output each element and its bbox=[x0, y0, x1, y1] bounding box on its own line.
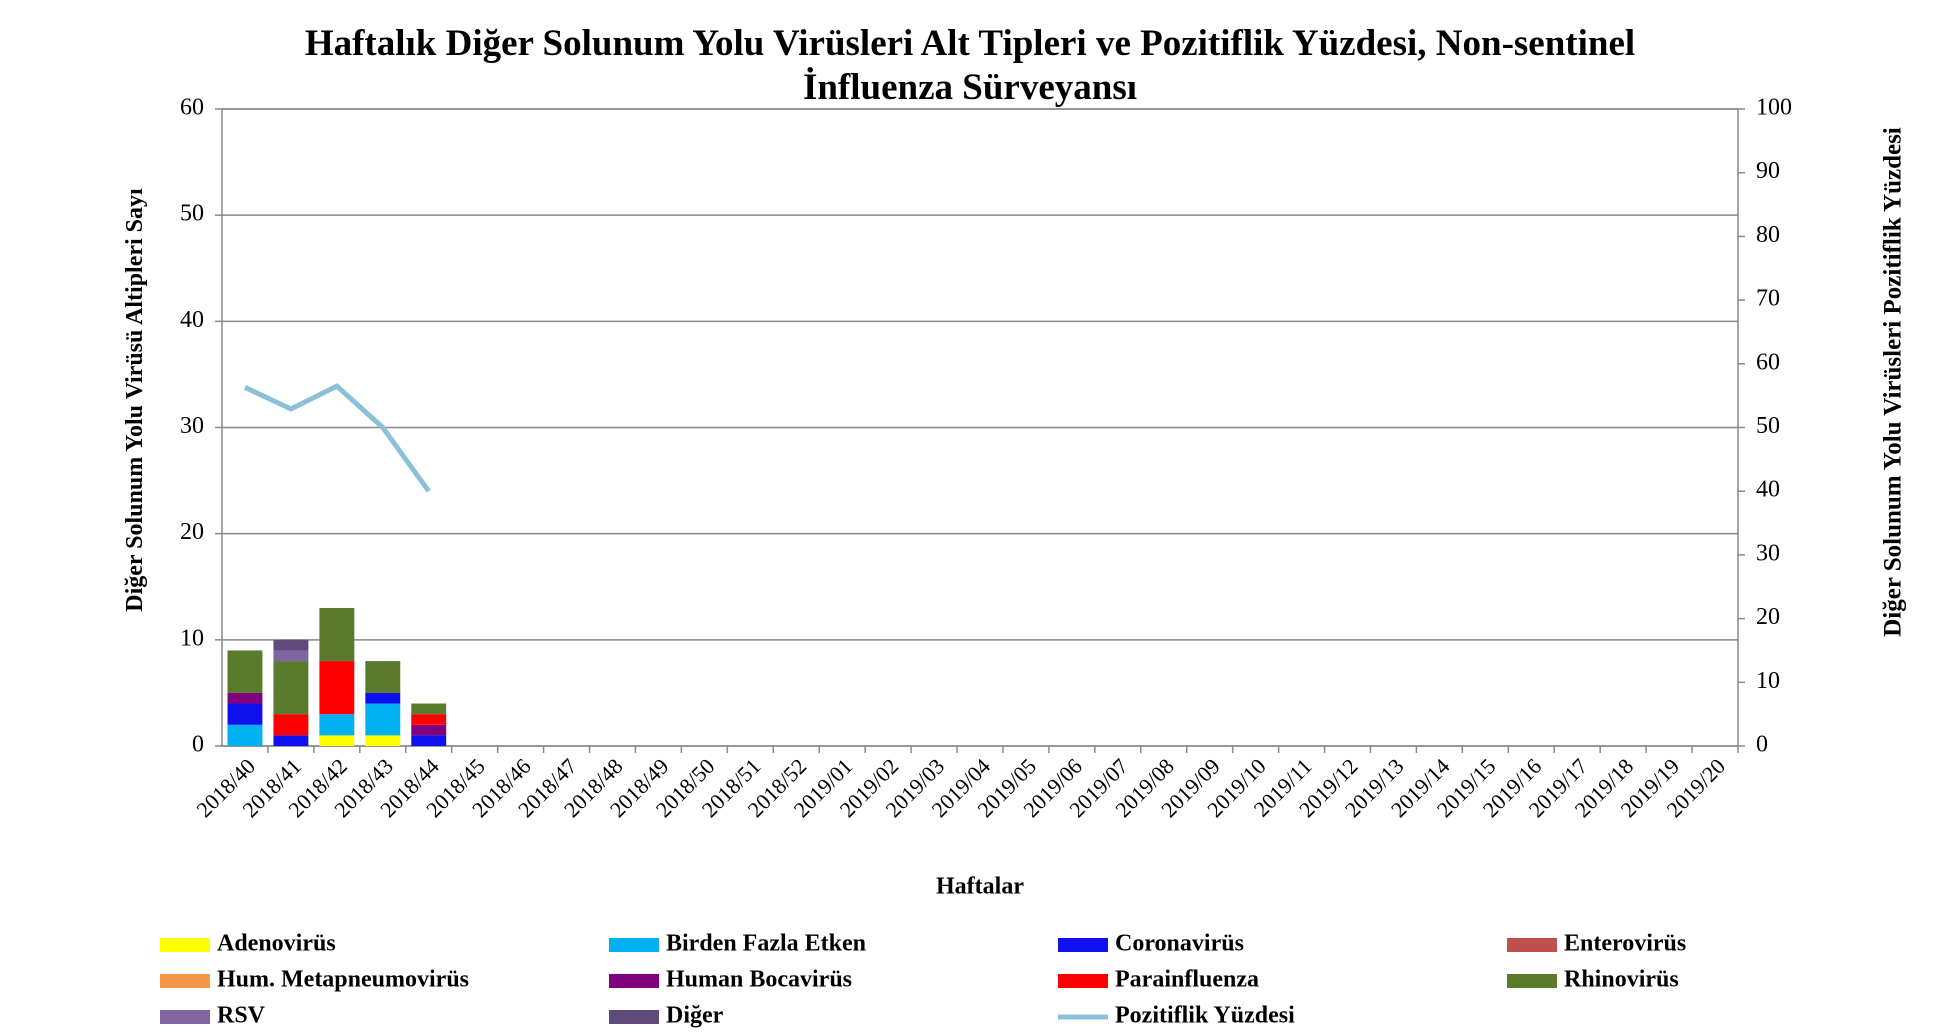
bar bbox=[365, 692, 401, 704]
chart-title: Haftalık Diğer Solunum Yolu Virüsleri Al… bbox=[304, 23, 1636, 108]
line bbox=[243, 383, 431, 493]
legend-label: Hum. Metapneumovirüs bbox=[217, 967, 469, 993]
y2-tick-label: 70 bbox=[1756, 286, 1780, 312]
legend-swatch bbox=[1507, 974, 1557, 988]
bar bbox=[227, 692, 263, 704]
bar bbox=[319, 735, 355, 746]
legend-swatch bbox=[1058, 938, 1108, 952]
legend-swatch bbox=[609, 1010, 659, 1024]
legend-swatch bbox=[160, 938, 210, 952]
y-tick-label: 10 bbox=[180, 625, 204, 651]
legend-swatch bbox=[609, 974, 659, 988]
bar bbox=[411, 703, 447, 715]
y2-axis-label: Diğer Solunum Yolu Virüsleri Pozitiflik … bbox=[1880, 127, 1907, 637]
legend-label: Parainfluenza bbox=[1115, 967, 1259, 993]
y-tick-label: 50 bbox=[180, 201, 204, 227]
y-tick-label: 60 bbox=[180, 95, 204, 121]
bar bbox=[319, 661, 355, 715]
legend-label: Birden Fazla Etken bbox=[666, 931, 866, 957]
bar bbox=[365, 703, 401, 736]
bar bbox=[319, 607, 355, 662]
bar bbox=[227, 703, 263, 725]
y-tick-label: 40 bbox=[180, 307, 204, 333]
bar bbox=[365, 735, 401, 746]
bar bbox=[273, 661, 309, 715]
bar bbox=[227, 724, 263, 746]
y-axis-label: Diğer Solunum Yolu Virüsü Altipleri Sayı bbox=[122, 188, 148, 612]
bar bbox=[273, 735, 309, 746]
y2-tick-label: 50 bbox=[1756, 413, 1780, 439]
bar bbox=[227, 650, 263, 693]
bar bbox=[273, 639, 309, 651]
y-tick-label: 0 bbox=[192, 732, 204, 758]
y2-tick-label: 0 bbox=[1756, 732, 1768, 758]
legend-swatch bbox=[160, 1010, 210, 1024]
y2-tick-label: 10 bbox=[1756, 668, 1780, 694]
legend-label: Pozitiflik Yüzdesi bbox=[1115, 1003, 1295, 1029]
legend-swatch bbox=[609, 938, 659, 952]
legend-swatch bbox=[160, 974, 210, 988]
legend-label: RSV bbox=[217, 1003, 266, 1029]
legend-label: Adenovirüs bbox=[217, 931, 336, 957]
y2-tick-label: 100 bbox=[1756, 95, 1792, 121]
y2-tick-label: 40 bbox=[1756, 477, 1780, 503]
legend-label: Human Bocavirüs bbox=[666, 967, 852, 993]
bar bbox=[411, 714, 447, 725]
legend-label: Enterovirüs bbox=[1564, 931, 1686, 957]
legend-label: Diğer bbox=[666, 1003, 724, 1029]
bar bbox=[411, 724, 447, 736]
y2-tick-label: 60 bbox=[1756, 349, 1780, 375]
bar bbox=[273, 714, 309, 736]
y2-tick-label: 30 bbox=[1756, 540, 1780, 566]
y2-tick-label: 80 bbox=[1756, 222, 1780, 248]
legend-swatch bbox=[1507, 938, 1557, 952]
y2-tick-label: 20 bbox=[1756, 604, 1780, 630]
legend-label: Rhinovirüs bbox=[1564, 967, 1679, 993]
x-axis-label: Haftalar bbox=[936, 874, 1024, 900]
bar bbox=[411, 735, 447, 746]
bar bbox=[319, 714, 355, 736]
bar bbox=[365, 661, 401, 693]
y-tick-label: 20 bbox=[180, 519, 204, 545]
legend-label: Coronavirüs bbox=[1115, 931, 1244, 957]
plot-frame bbox=[221, 108, 1739, 747]
y-tick-label: 30 bbox=[180, 413, 204, 439]
y2-tick-label: 90 bbox=[1756, 158, 1780, 184]
bar bbox=[273, 650, 309, 662]
legend-swatch bbox=[1058, 974, 1108, 988]
